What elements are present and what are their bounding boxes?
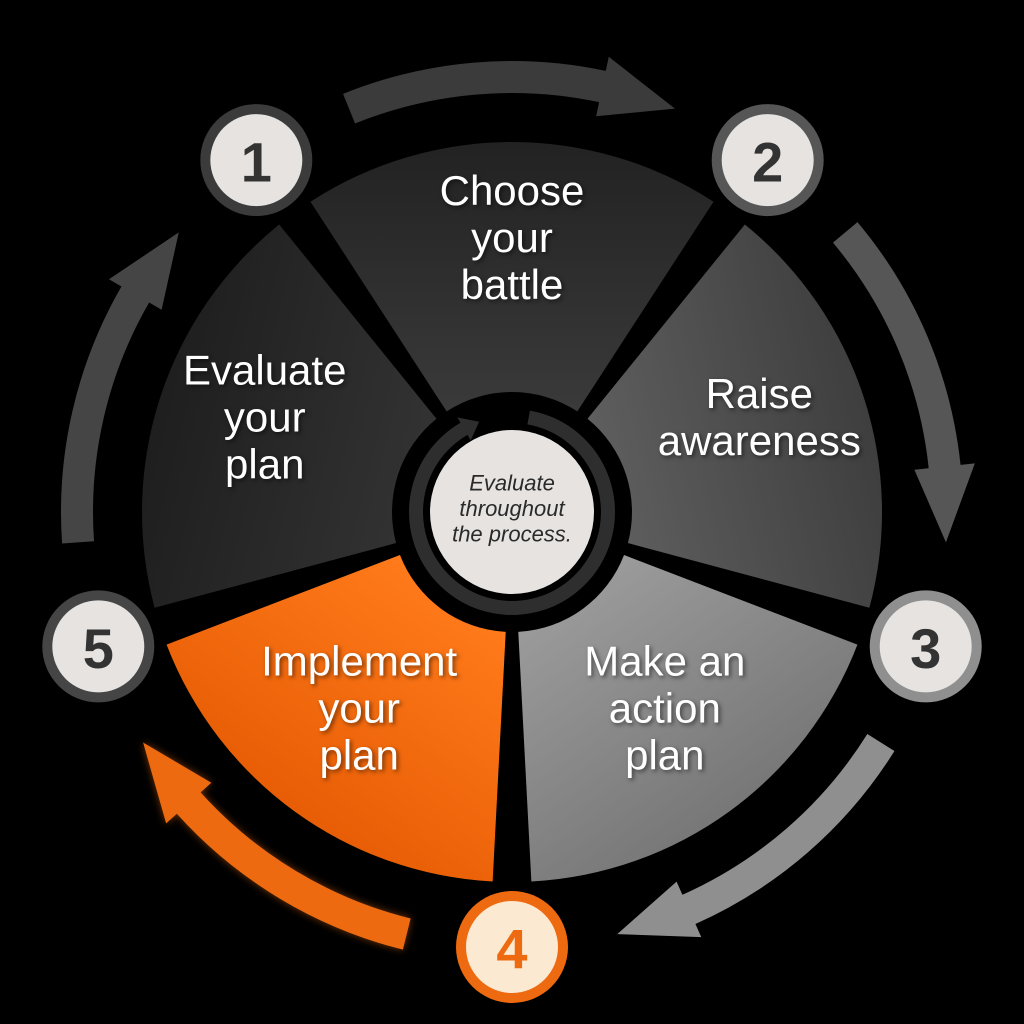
wedge-label-line: your: [318, 684, 400, 731]
wedge-label-line: plan: [625, 731, 704, 778]
center-text-line: throughout: [459, 496, 565, 521]
wedge-label-line: plan: [319, 731, 398, 778]
ring-arrow-1: [343, 57, 675, 124]
wedge-label-line: action: [609, 684, 721, 731]
badge-number-5: 5: [83, 617, 114, 680]
wedge-label-line: Make an: [584, 637, 745, 684]
wedge-label-line: awareness: [658, 417, 861, 464]
wedge-label-line: your: [224, 394, 306, 441]
wedge-label-line: Evaluate: [183, 347, 346, 394]
badge-number-4: 4: [496, 918, 527, 981]
badge-number-3: 3: [910, 617, 941, 680]
wedge-label-line: Implement: [261, 637, 457, 684]
process-cycle-diagram: ChooseyourbattleRaiseawarenessMake anact…: [0, 0, 1024, 1024]
badge-number-2: 2: [752, 131, 783, 194]
badge-number-1: 1: [241, 131, 272, 194]
center-text: Evaluatethroughoutthe process.: [452, 471, 572, 547]
wedge-label-line: battle: [461, 261, 564, 308]
wedge-label-line: your: [471, 214, 553, 261]
wedge-label-line: Raise: [706, 370, 813, 417]
center-text-line: Evaluate: [469, 471, 555, 496]
wedge-label-line: Choose: [440, 167, 585, 214]
wedge-label-line: plan: [225, 441, 304, 488]
center-text-line: the process.: [452, 521, 572, 546]
